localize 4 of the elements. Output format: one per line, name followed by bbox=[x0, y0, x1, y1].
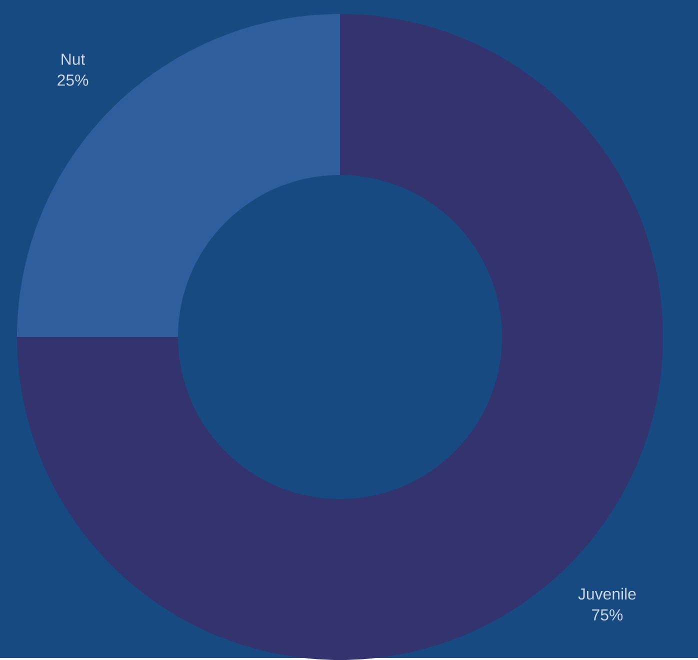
slice-label: Juvenile bbox=[578, 588, 636, 600]
data-label: 25% bbox=[58, 74, 88, 86]
data-label: 75% bbox=[592, 609, 623, 621]
slice-label: Nut bbox=[62, 54, 86, 65]
